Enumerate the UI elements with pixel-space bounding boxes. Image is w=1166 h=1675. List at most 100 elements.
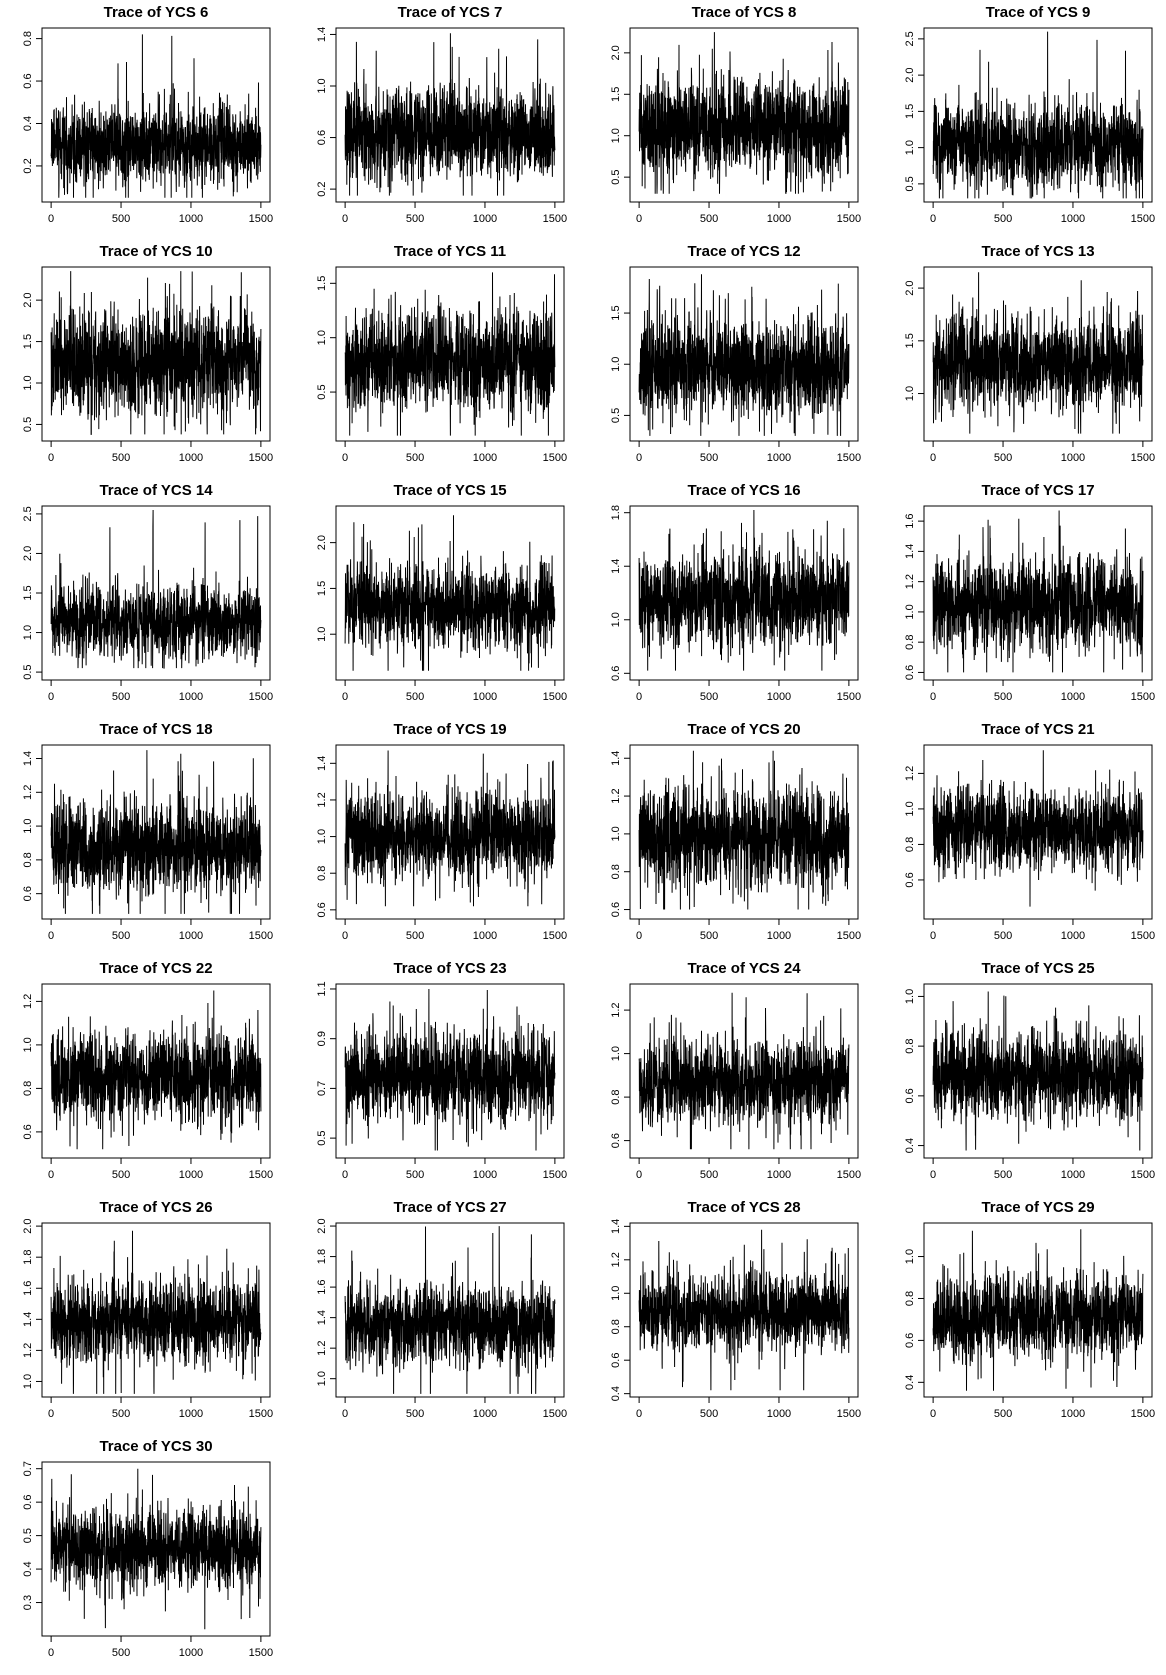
trace-svg: Trace of YCS 17 0 500 1000 1500 0.6 0.8 1.0 1.2 1…: [904, 482, 1155, 703]
y-tick-label: 0.5: [316, 1130, 328, 1145]
y-tick-label: 2.0: [316, 535, 328, 550]
y-tick-label: 1.2: [610, 788, 622, 803]
chart-title: Trace of YCS 21: [981, 721, 1094, 738]
y-tick-label: 0.6: [22, 1124, 34, 1139]
y-tick-label: 1.0: [316, 78, 328, 93]
trace-series-line: [638, 992, 850, 1150]
y-tick-label: 1.0: [316, 330, 328, 345]
trace-panel: Trace of YCS 17 0 500 1000 1500 0.6 0.8 1.0 1.2 1…: [882, 478, 1166, 717]
x-tick-label: 1500: [249, 1647, 273, 1659]
y-tick-label: 0.5: [904, 176, 916, 191]
y-tick-label: 1.4: [316, 27, 328, 42]
chart-title: Trace of YCS 7: [398, 4, 503, 21]
x-tick-label: 0: [48, 1647, 54, 1659]
plot-frame: [629, 744, 859, 920]
x-tick-label: 1500: [543, 213, 567, 225]
trace-series-line: [50, 1230, 262, 1394]
y-tick-label: 1.6: [904, 513, 916, 528]
x-tick-label: 500: [700, 691, 718, 703]
chart-title: Trace of YCS 22: [99, 960, 212, 977]
trace-series-line: [50, 509, 262, 669]
x-tick-label: 1500: [543, 691, 567, 703]
y-tick-label: 1.5: [904, 104, 916, 119]
x-tick-label: 1000: [179, 213, 203, 225]
x-tick-label: 500: [406, 1408, 424, 1420]
x-tick-label: 1000: [473, 1169, 497, 1181]
trace-panel: Trace of YCS 29 0 500 1000 1500 0.4 0.6 0.8 1.0: [882, 1195, 1166, 1434]
plot-frame: [335, 27, 565, 203]
y-tick-label: 1.6: [316, 1279, 328, 1294]
y-tick-label: 2.0: [904, 67, 916, 82]
y-tick-label: 1.0: [610, 826, 622, 841]
x-tick-label: 500: [700, 930, 718, 942]
x-tick-label: 1000: [473, 213, 497, 225]
y-tick-label: 1.8: [316, 1249, 328, 1264]
trace-svg: Trace of YCS 23 0 500 1000 1500 0.5 0.7 0.9 1.1: [316, 960, 567, 1181]
y-tick-label: 2.0: [22, 1218, 34, 1233]
trace-svg: Trace of YCS 16 0 500 1000 1500 0.6 1.0 1.4 1.8: [610, 482, 861, 703]
y-tick-label: 1.4: [22, 751, 34, 766]
y-tick-label: 0.5: [22, 1528, 34, 1543]
x-tick-label: 1000: [473, 1408, 497, 1420]
trace-panel: Trace of YCS 11 0 500 1000 1500 0.5 1.0 1.5: [294, 239, 586, 478]
y-tick-label: 2.0: [610, 45, 622, 60]
x-tick-label: 1000: [767, 1408, 791, 1420]
x-tick-label: 500: [994, 213, 1012, 225]
x-tick-label: 1000: [1061, 452, 1085, 464]
y-tick-label: 1.0: [610, 1046, 622, 1061]
chart-title: Trace of YCS 24: [687, 960, 801, 977]
y-tick-label: 0.2: [316, 181, 328, 196]
y-tick-label: 0.8: [22, 1081, 34, 1096]
chart-title: Trace of YCS 26: [99, 1199, 212, 1216]
x-tick-label: 1500: [1131, 1408, 1155, 1420]
trace-panel: Trace of YCS 28 0 500 1000 1500 0.4 0.6 0.8 1.0 1…: [588, 1195, 880, 1434]
x-tick-label: 1000: [473, 452, 497, 464]
x-tick-label: 1000: [1061, 213, 1085, 225]
trace-series-line: [638, 509, 850, 671]
trace-panel: Trace of YCS 8 0 500 1000 1500 0.5 1.0 1.5 2.0: [588, 0, 880, 239]
plot-frame: [629, 27, 859, 203]
x-tick-label: 0: [48, 213, 54, 225]
trace-series-line: [932, 31, 1144, 199]
x-tick-label: 1500: [543, 1408, 567, 1420]
y-tick-label: 1.4: [316, 1310, 328, 1325]
y-tick-label: 0.8: [316, 866, 328, 881]
plot-frame: [335, 983, 565, 1159]
x-tick-label: 1000: [179, 1169, 203, 1181]
y-tick-label: 0.6: [316, 902, 328, 917]
x-tick-label: 0: [48, 1169, 54, 1181]
y-tick-label: 1.0: [904, 801, 916, 816]
trace-series-line: [932, 510, 1144, 673]
chart-title: Trace of YCS 27: [393, 1199, 506, 1216]
x-tick-label: 1500: [837, 213, 861, 225]
trace-panel: Trace of YCS 20 0 500 1000 1500 0.6 0.8 1.0 1.2 1…: [588, 717, 880, 956]
x-tick-label: 0: [342, 1169, 348, 1181]
x-tick-label: 1000: [1061, 1169, 1085, 1181]
x-tick-label: 1000: [1061, 930, 1085, 942]
plot-frame: [41, 1222, 271, 1398]
y-tick-label: 0.5: [22, 664, 34, 679]
plot-frame: [629, 266, 859, 442]
y-tick-label: 2.0: [316, 1218, 328, 1233]
plot-frame: [629, 983, 859, 1159]
x-tick-label: 0: [930, 930, 936, 942]
x-tick-label: 1500: [1131, 691, 1155, 703]
x-tick-label: 1000: [1061, 691, 1085, 703]
chart-title: Trace of YCS 15: [393, 482, 506, 499]
plot-frame: [41, 983, 271, 1159]
trace-panel: Trace of YCS 14 0 500 1000 1500 0.5 1.0 1.5 2.0 2…: [0, 478, 292, 717]
x-tick-label: 500: [112, 1408, 130, 1420]
x-tick-label: 500: [406, 691, 424, 703]
y-tick-label: 1.0: [904, 604, 916, 619]
y-tick-label: 1.5: [610, 305, 622, 320]
y-tick-label: 0.6: [904, 872, 916, 887]
trace-series-line: [344, 272, 556, 436]
y-tick-label: 1.0: [22, 1037, 34, 1052]
x-tick-label: 0: [930, 691, 936, 703]
y-tick-label: 0.8: [610, 1089, 622, 1104]
y-tick-label: 1.2: [22, 1343, 34, 1358]
y-tick-label: 1.2: [610, 1002, 622, 1017]
trace-panel: Trace of YCS 23 0 500 1000 1500 0.5 0.7 0.9 1.1: [294, 956, 586, 1195]
x-tick-label: 0: [930, 1408, 936, 1420]
